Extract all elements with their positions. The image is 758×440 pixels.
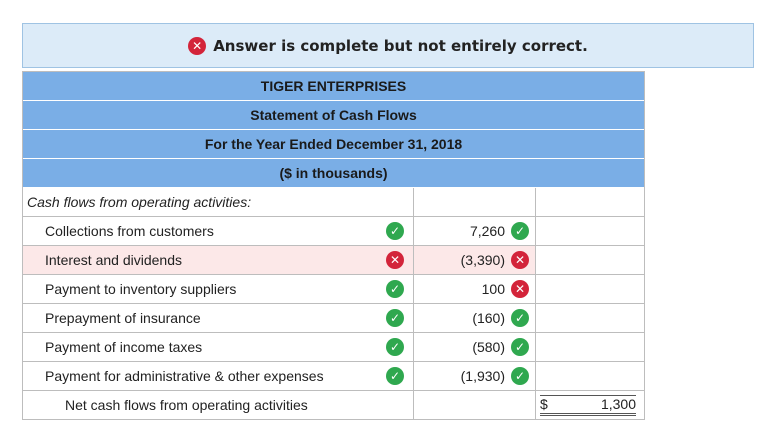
row-total-blank[interactable] [535,333,644,361]
total-currency: $ [540,395,548,412]
check-circle-icon: ✓ [511,222,529,240]
x-circle-icon: ✕ [188,36,207,55]
company-name: TIGER ENTERPRISES [23,71,644,101]
table-row: Payment to inventory suppliers ✓ 100 ✕ [23,275,644,304]
row-amount[interactable]: (160) [472,310,505,326]
row-label[interactable]: Prepayment of insurance [45,310,201,326]
row-total-blank[interactable] [535,217,644,245]
row-amount[interactable]: (3,390) [460,252,505,268]
statement-title: Statement of Cash Flows [23,101,644,130]
statement-period: For the Year Ended December 31, 2018 [23,130,644,159]
table-row: Prepayment of insurance ✓ (160) ✓ [23,304,644,333]
check-circle-icon: ✓ [511,338,529,356]
table-row: Payment for administrative & other expen… [23,362,644,391]
row-label[interactable]: Payment for administrative & other expen… [45,368,324,384]
total-amount-blank[interactable] [413,391,535,419]
check-circle-icon: ✓ [386,338,404,356]
row-label[interactable]: Payment of income taxes [45,339,203,355]
total-row: Net cash flows from operating activities… [23,391,644,420]
row-label[interactable]: Interest and dividends [45,252,182,268]
table-row: Payment of income taxes ✓ (580) ✓ [23,333,644,362]
row-total-blank[interactable] [535,362,644,390]
row-amount[interactable]: (1,930) [460,368,505,384]
section-label: Cash flows from operating activities: [27,194,252,210]
feedback-banner: ✕ Answer is complete but not entirely co… [22,23,754,68]
x-circle-icon: ✕ [386,251,404,269]
cash-flow-statement-table: TIGER ENTERPRISES Statement of Cash Flow… [22,71,645,420]
total-amount: 1,300 [600,395,636,412]
row-amount[interactable]: 100 [481,281,505,297]
check-circle-icon: ✓ [386,367,404,385]
row-total-blank[interactable] [535,275,644,303]
section-row: Cash flows from operating activities: [23,188,644,217]
table-row: Interest and dividends ✕ (3,390) ✕ [23,246,644,275]
check-circle-icon: ✓ [386,309,404,327]
row-total-blank[interactable] [535,246,644,274]
feedback-message: Answer is complete but not entirely corr… [213,36,588,55]
row-label[interactable]: Collections from customers [45,223,214,239]
row-total-blank[interactable] [535,304,644,332]
row-label[interactable]: Payment to inventory suppliers [45,281,237,297]
check-circle-icon: ✓ [386,280,404,298]
row-amount[interactable]: (580) [472,339,505,355]
x-circle-icon: ✕ [511,280,529,298]
check-circle-icon: ✓ [511,367,529,385]
check-circle-icon: ✓ [386,222,404,240]
check-circle-icon: ✓ [511,309,529,327]
total-label[interactable]: Net cash flows from operating activities [65,397,308,413]
table-row: Collections from customers ✓ 7,260 ✓ [23,217,644,246]
total-amount-cell[interactable]: $ 1,300 [540,394,636,416]
row-amount[interactable]: 7,260 [469,223,505,239]
statement-units: ($ in thousands) [23,159,644,188]
x-circle-icon: ✕ [511,251,529,269]
